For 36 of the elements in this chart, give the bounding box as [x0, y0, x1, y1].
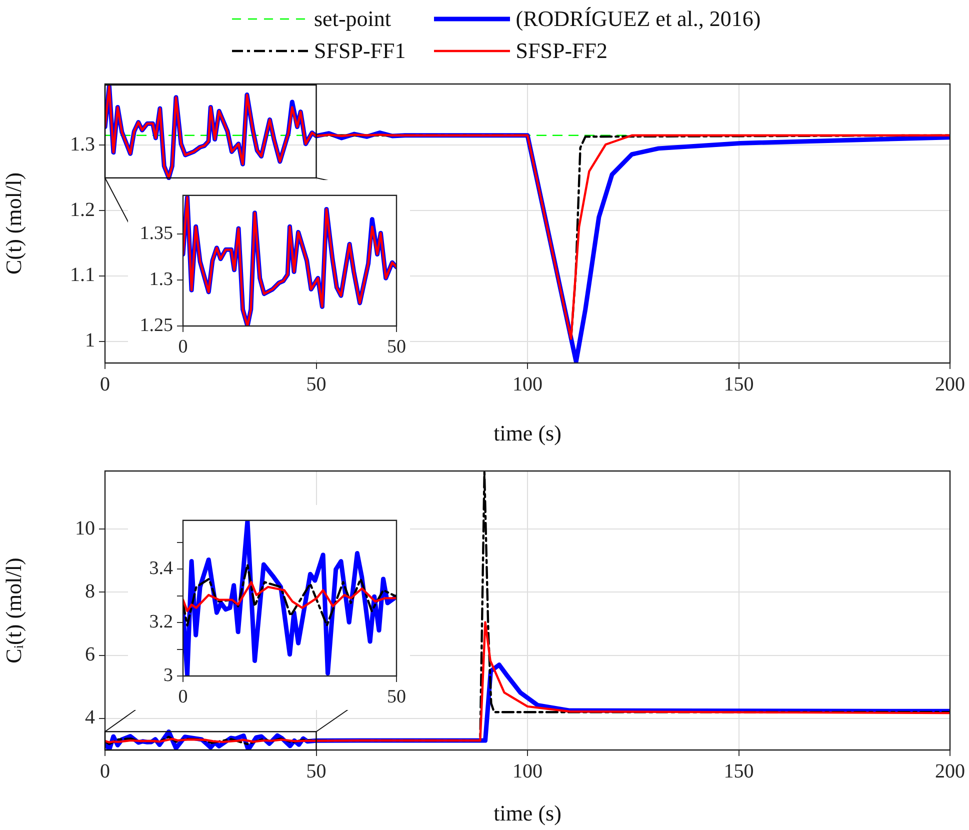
y-tick-label: 6: [85, 644, 95, 666]
y-tick-label: 1.35: [140, 223, 173, 244]
y-tick-label: 1.1: [70, 264, 95, 286]
x-tick-label: 100: [512, 373, 542, 396]
y-tick-label: 10: [75, 517, 95, 540]
y-tick-label: 1.2: [70, 198, 95, 221]
x-tick-label: 50: [387, 336, 406, 358]
y-tick-label: 8: [85, 580, 95, 602]
legend-label: SFSP-FF1: [314, 38, 406, 64]
x-tick-label: 0: [178, 686, 188, 708]
y-tick-label: 1.3: [70, 133, 95, 156]
y-tick-label: 3: [164, 664, 173, 686]
x-tick-label: 100: [512, 760, 542, 782]
y-tick-label: 3.2: [149, 612, 173, 633]
x-tick-label: 50: [306, 760, 326, 782]
x-axis-title: time (s): [494, 800, 562, 826]
legend-label: SFSP-FF2: [516, 38, 608, 64]
x-tick-label: 0: [100, 760, 110, 782]
line-series: [183, 563, 396, 627]
x-tick-label: 150: [724, 760, 754, 782]
y-tick-label: 1.25: [140, 314, 173, 336]
x-tick-label: 0: [100, 373, 110, 396]
x-axis-title: time (s): [494, 420, 562, 446]
legend-label: (RODRÍGUEZ et al., 2016): [516, 6, 761, 32]
x-tick-label: 200: [935, 373, 965, 396]
x-tick-label: 50: [306, 373, 326, 396]
x-tick-label: 200: [935, 760, 965, 782]
y-axis-title: C(t) (mol/l): [0, 172, 26, 275]
x-tick-label: 0: [178, 336, 188, 358]
y-axis-title: Cᵢ(t) (mol/l): [0, 558, 26, 664]
y-tick-label: 3.4: [149, 558, 174, 580]
y-tick-label: 1.3: [149, 269, 173, 290]
y-tick-label: 4: [85, 706, 95, 729]
x-tick-label: 150: [724, 373, 754, 396]
y-tick-label: 1: [85, 330, 95, 352]
legend-label: set-point: [314, 6, 391, 32]
